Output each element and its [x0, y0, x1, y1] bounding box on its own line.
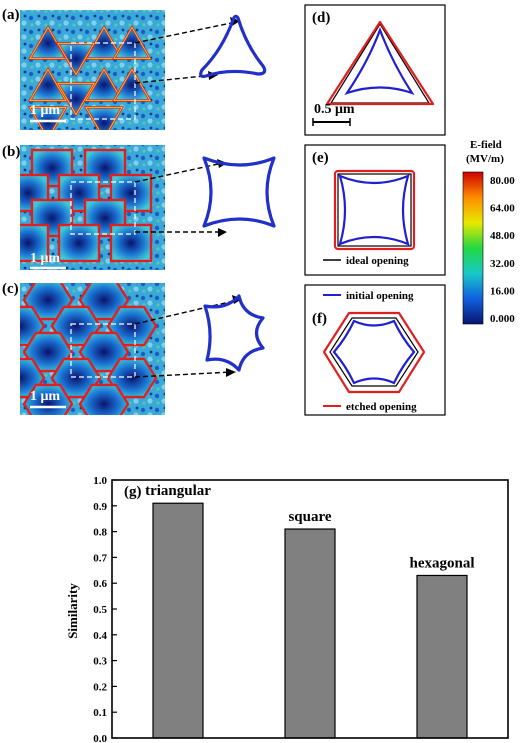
square-opening — [20, 223, 50, 263]
y-tick-label: 1.0 — [93, 475, 107, 487]
hexagon-opening-shape — [203, 294, 265, 372]
svg-text:etched opening: etched opening — [346, 401, 417, 413]
panel-label-f: (f) — [312, 311, 327, 327]
panel-label-g: (g) — [124, 484, 142, 500]
hexagonal-opening — [78, 383, 130, 415]
hexagonal-opening — [106, 357, 158, 399]
bar-triangular — [152, 502, 204, 739]
colorbar-tick-label: 48.00 — [490, 230, 515, 242]
svg-text:1 μm: 1 μm — [30, 389, 60, 404]
colorbar-title: E-field — [470, 139, 502, 151]
y-tick-label: 0.2 — [93, 681, 107, 693]
y-axis-label: Similarity — [65, 583, 80, 639]
square-opening-shape — [202, 156, 276, 228]
field-map-c — [20, 283, 165, 415]
bar-hexagonal — [416, 574, 468, 739]
legend-etched: etched opening — [323, 401, 417, 413]
scale-bar-c: 1 μm — [30, 389, 66, 409]
bar-square — [284, 528, 336, 739]
colorbar: E-field (MV/m) 80.00 64.00 48.00 32.00 16.00… — [462, 139, 515, 325]
triangle-opening-shape — [199, 14, 267, 78]
svg-text:1 μm: 1 μm — [30, 103, 60, 118]
legend-initial: initial opening — [323, 290, 414, 302]
outline-panel-d: (d) 0.5 μm — [304, 4, 446, 136]
scale-bar-a: 1 μm — [30, 103, 66, 123]
y-tick-label: 0.7 — [93, 552, 107, 564]
bar-label-triangular: triangular — [145, 483, 211, 499]
colorbar-unit: (MV/m) — [466, 153, 504, 165]
panel-label-e: (e) — [312, 150, 329, 166]
y-tick-label: 0.3 — [93, 656, 107, 668]
bar-chart-g: (g) Similarity triangular square hexagonal… — [65, 475, 509, 743]
bar-label-hexagonal: hexagonal — [409, 555, 474, 571]
svg-text:1 μm: 1 μm — [30, 251, 60, 266]
y-tick-label: 0.8 — [93, 527, 107, 539]
panel-label-b: (b) — [2, 144, 20, 160]
y-tick-label: 0.9 — [93, 501, 107, 513]
y-tick-label: 0.5 — [93, 604, 107, 616]
square-opening — [57, 223, 101, 263]
hexagonal-opening — [106, 305, 158, 347]
legend-ideal: ideal opening — [323, 255, 409, 267]
colorbar-tick-label: 0.000 — [490, 313, 515, 325]
svg-text:initial opening: initial opening — [346, 290, 414, 302]
colorbar-tick-label: 16.00 — [490, 285, 515, 297]
y-tick-label: 0.4 — [93, 630, 107, 642]
scale-bar-b: 1 μm — [30, 251, 66, 270]
colorbar-tick-label: 32.00 — [490, 258, 515, 270]
scale-bar-d: 0.5 μm — [312, 102, 355, 126]
y-tick-label: 0.6 — [93, 578, 107, 590]
svg-text:ideal opening: ideal opening — [346, 255, 409, 267]
colorbar-tick-label: 80.00 — [490, 175, 515, 187]
panel-label-c: (c) — [2, 281, 19, 297]
outline-panel-f: (f) initial opening etched opening — [304, 284, 446, 416]
panel-label-d: (d) — [312, 10, 330, 26]
y-tick-label: 0.1 — [93, 707, 107, 719]
square-opening — [109, 223, 153, 263]
outline-panel-e: (e) ideal opening — [304, 144, 446, 276]
y-tick-label: 0.0 — [93, 733, 107, 743]
colorbar-tick-label: 64.00 — [490, 203, 515, 215]
field-map-a — [20, 10, 165, 130]
svg-text:0.5 μm: 0.5 μm — [314, 102, 355, 117]
panel-label-a: (a) — [2, 7, 20, 23]
bar-label-square: square — [288, 509, 331, 525]
field-map-b — [20, 145, 165, 270]
